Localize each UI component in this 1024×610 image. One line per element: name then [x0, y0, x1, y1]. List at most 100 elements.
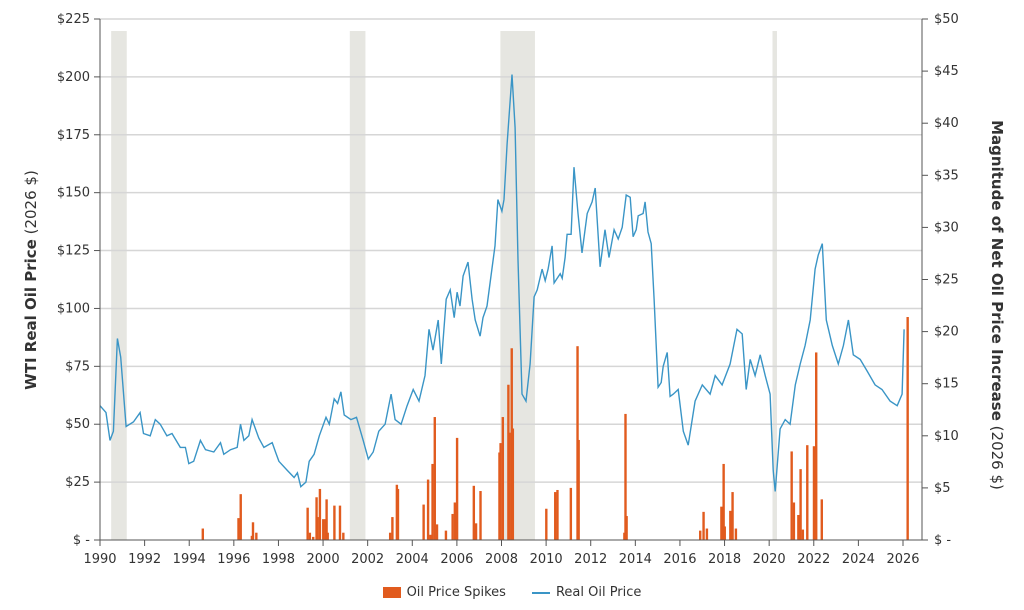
spike-bar	[479, 491, 482, 540]
spike-bar	[699, 530, 702, 540]
legend-label-price: Real Oil Price	[555, 585, 642, 600]
right-tick-label: $25	[934, 273, 959, 288]
spike-bar	[569, 487, 573, 540]
spike-bar	[237, 518, 240, 540]
spike-bar	[906, 317, 909, 540]
left-tick-label: $150	[57, 186, 90, 201]
spike-bar	[312, 536, 315, 540]
x-tick-label: 2018	[708, 552, 741, 567]
spike-bar	[820, 499, 823, 540]
spike-bar	[342, 532, 345, 540]
spike-bar	[815, 352, 818, 540]
spike-bar	[455, 437, 459, 540]
spike-bar	[501, 417, 505, 540]
left-tick-label: $100	[57, 301, 90, 316]
x-tick-label: 2008	[485, 552, 518, 567]
spike-bar	[801, 529, 805, 540]
x-tick-label: 2022	[797, 552, 830, 567]
recession-shading	[111, 31, 777, 540]
right-tick-label: $40	[934, 116, 959, 131]
axes: $ - $25 $50 $75 $100 $125 $150 $175 $200 $225 $ - $…	[57, 12, 959, 567]
spike-bar	[431, 463, 434, 540]
right-tick-label: $15	[934, 377, 959, 392]
x-tick-label: 1996	[217, 552, 250, 567]
spike-bar	[444, 530, 448, 540]
spike-bar	[705, 528, 709, 540]
spike-bars	[201, 317, 909, 540]
legend-label-spikes: Oil Price Spikes	[406, 585, 506, 600]
spike-bar	[239, 494, 242, 540]
spike-bar	[426, 479, 430, 540]
spike-bar	[333, 505, 336, 540]
right-tick-label: $ -	[934, 533, 951, 548]
right-tick-label: $45	[934, 64, 959, 79]
spike-bar	[797, 514, 800, 540]
legend-swatch-spikes	[382, 587, 401, 598]
right-tick-label: $35	[934, 168, 959, 183]
right-tick-label: $20	[934, 325, 959, 340]
spike-bar	[734, 528, 738, 540]
x-tick-label: 2012	[574, 552, 607, 567]
spike-bar	[624, 413, 627, 540]
x-tick-label: 2002	[351, 552, 384, 567]
spike-bar	[474, 523, 478, 540]
gridlines	[100, 18, 922, 483]
spike-bar	[306, 507, 309, 540]
spike-bar	[391, 517, 394, 540]
spike-bar	[453, 502, 457, 540]
spike-bar	[255, 532, 258, 540]
spike-bar	[429, 534, 432, 540]
spike-bar	[720, 506, 723, 540]
x-tick-label: 2016	[663, 552, 696, 567]
left-tick-label: $50	[65, 417, 90, 432]
x-tick-label: 1994	[173, 552, 206, 567]
spike-bar	[790, 451, 793, 540]
spike-bar	[729, 510, 732, 540]
spike-bar	[511, 428, 515, 540]
spike-bar	[338, 505, 342, 540]
x-tick-label: 2006	[440, 552, 473, 567]
recession-band	[111, 31, 127, 540]
x-tick-label: 1998	[262, 552, 295, 567]
real-oil-price-line	[99, 74, 905, 492]
spike-bar	[702, 511, 705, 540]
legend-item-spikes: Oil Price Spikes	[382, 585, 506, 600]
spike-bar	[812, 446, 816, 540]
spike-bar	[435, 524, 439, 540]
left-axis-title: WTI Real Oil Price (2026 $)	[22, 170, 40, 390]
x-tick-label: 2010	[530, 552, 563, 567]
x-tick-label: 2024	[842, 552, 875, 567]
left-tick-label: $175	[57, 128, 90, 143]
spike-bar	[545, 508, 548, 540]
spike-bar	[722, 463, 725, 540]
spike-bar	[422, 504, 425, 540]
spike-bar	[723, 526, 726, 540]
spike-bar	[799, 469, 802, 540]
spike-bar	[388, 532, 392, 540]
x-tick-label: 1990	[83, 552, 116, 567]
x-tick-label: 2004	[396, 552, 429, 567]
left-tick-label: $125	[57, 244, 90, 259]
x-tick-label: 2026	[886, 552, 919, 567]
spike-bar	[577, 439, 580, 540]
right-axis-title: Magnitude of Net Oil Price Increase (202…	[988, 120, 1006, 490]
spike-bar	[433, 417, 436, 540]
recession-band	[772, 31, 777, 540]
left-tick-label: $75	[65, 359, 90, 374]
spike-bar	[731, 492, 734, 540]
x-tick-label: 2014	[619, 552, 652, 567]
x-tick-label: 1992	[128, 552, 161, 567]
legend-item-price: Real Oil Price	[531, 585, 642, 600]
right-tick-label: $10	[934, 429, 959, 444]
spike-bar	[325, 499, 328, 540]
legend: Oil Price Spikes Real Oil Price	[0, 585, 1024, 600]
left-tick-label: $200	[57, 70, 90, 85]
spike-bar	[308, 532, 312, 540]
left-tick-label: $25	[65, 475, 90, 490]
recession-band	[349, 31, 366, 540]
spike-bar	[499, 443, 502, 540]
spike-bar	[792, 502, 796, 540]
spike-bar	[508, 432, 511, 540]
spike-bar	[556, 489, 559, 540]
